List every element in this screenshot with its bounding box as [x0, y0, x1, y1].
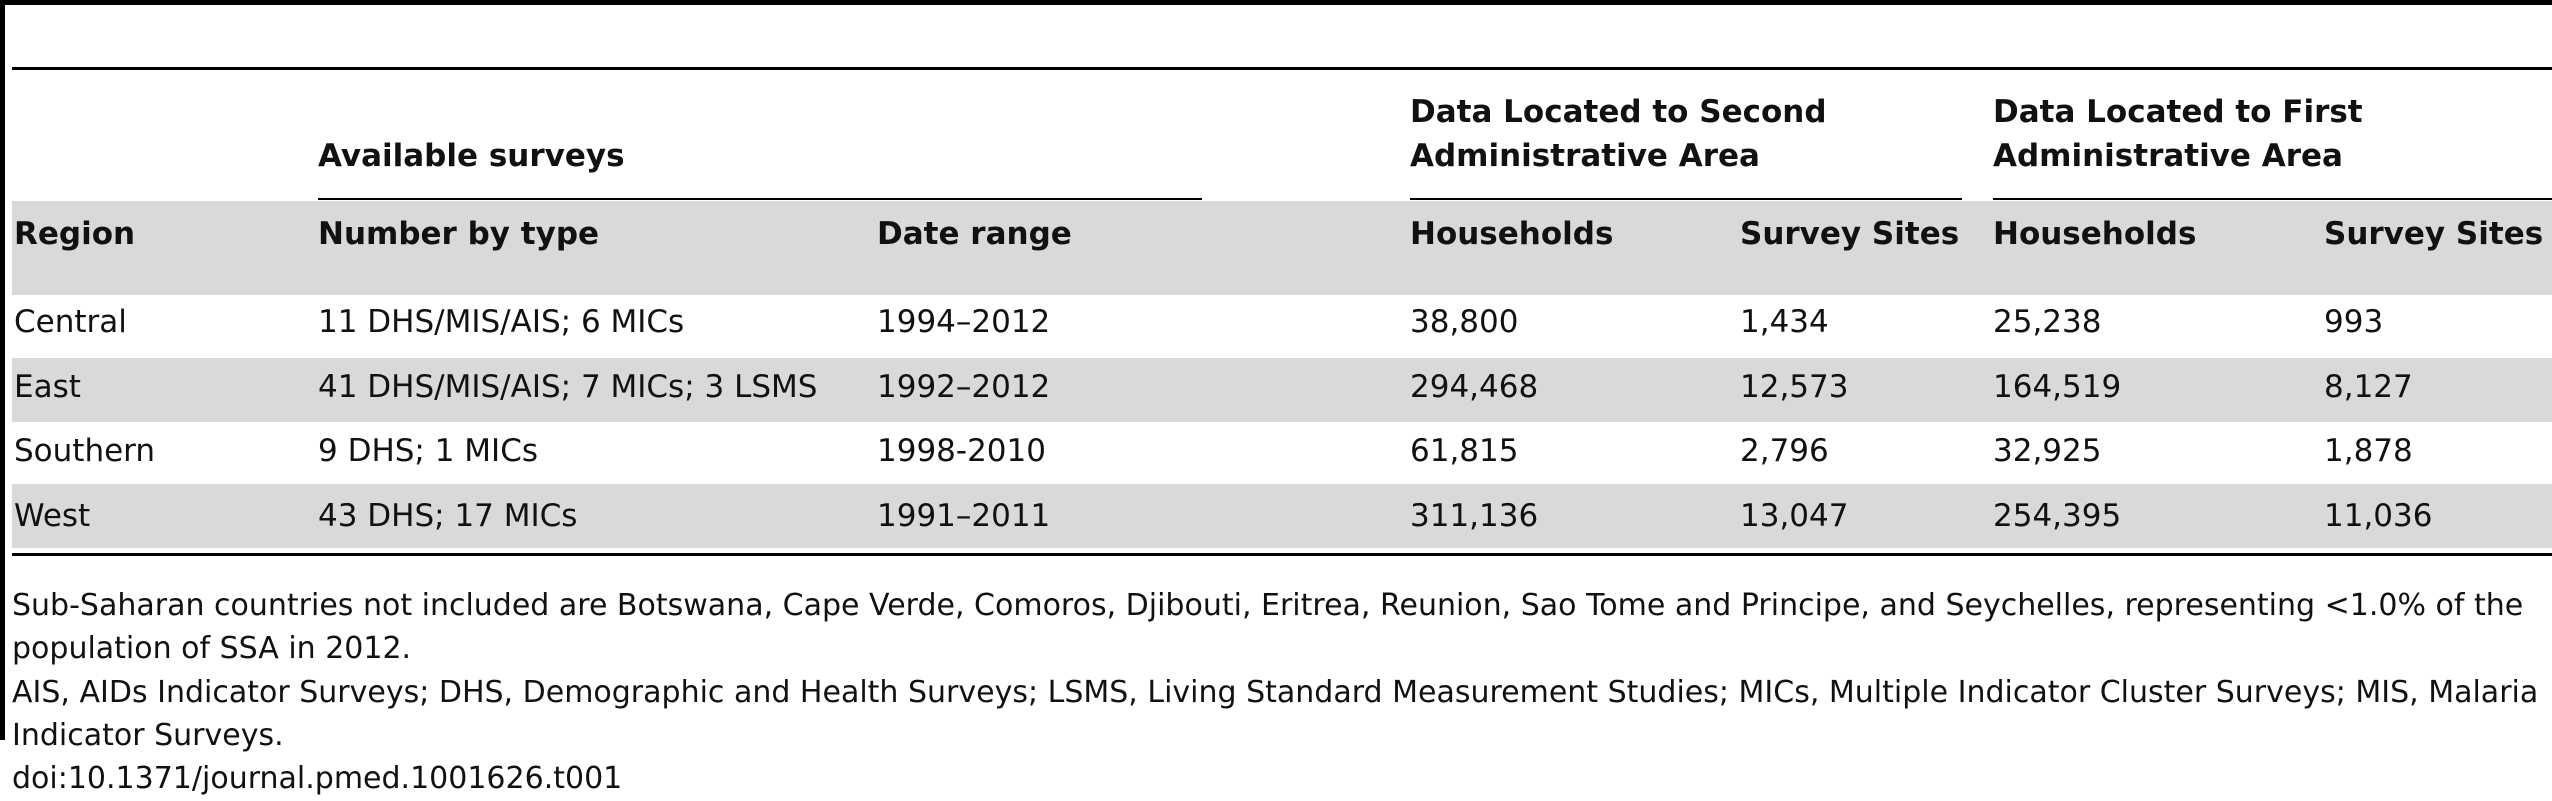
table-cell: 13,047	[1740, 498, 1849, 534]
group-header-first-admin-line2: Administrative Area	[1993, 138, 2343, 174]
table-cell: East	[14, 369, 81, 405]
table-cell: 32,925	[1993, 433, 2102, 469]
second-admin-underline	[1410, 198, 1962, 200]
group-header-available-surveys: Available surveys	[318, 138, 625, 174]
first-admin-underline	[1993, 198, 2552, 200]
left-border	[0, 0, 5, 740]
table-cell: 43 DHS; 17 MICs	[318, 498, 578, 534]
table-cell: 8,127	[2324, 369, 2413, 405]
column-header-date-range: Date range	[877, 216, 1072, 252]
column-header-households-first: Households	[1993, 216, 2197, 252]
table-top-rule	[12, 67, 2552, 70]
group-header-first-admin-line1: Data Located to First	[1993, 94, 2363, 130]
column-header-survey-sites-second: Survey Sites	[1740, 216, 1960, 252]
table-cell: 12,573	[1740, 369, 1849, 405]
doi-link[interactable]: doi:10.1371/journal.pmed.1001626.t001	[12, 761, 623, 796]
column-header-households-second: Households	[1410, 216, 1614, 252]
table-cell: 993	[2324, 304, 2384, 340]
header-band	[12, 201, 2552, 295]
table-cell: 1,434	[1740, 304, 1829, 340]
table-cell: 9 DHS; 1 MICs	[318, 433, 538, 469]
footnote-abbreviations-line1: AIS, AIDs Indicator Surveys; DHS, Demogr…	[12, 675, 2539, 710]
column-header-survey-sites-first: Survey Sites	[2324, 216, 2544, 252]
table-cell: 11,036	[2324, 498, 2433, 534]
available-surveys-underline	[318, 198, 1202, 200]
table-cell: Southern	[14, 433, 156, 469]
table-cell: 1992–2012	[877, 369, 1051, 405]
table-cell: Central	[14, 304, 127, 340]
table-cell: 2,796	[1740, 433, 1829, 469]
top-border	[0, 0, 2552, 5]
table-cell: 1998-2010	[877, 433, 1046, 469]
table-cell: West	[14, 498, 91, 534]
table-cell: 1991–2011	[877, 498, 1051, 534]
footnote-exclusions-line1: Sub-Saharan countries not included are B…	[12, 588, 2524, 623]
group-header-second-admin-line1: Data Located to Second	[1410, 94, 1827, 130]
row-band-east	[12, 358, 2552, 422]
table-cell: 25,238	[1993, 304, 2102, 340]
table-cell: 1,878	[2324, 433, 2413, 469]
table-cell: 11 DHS/MIS/AIS; 6 MICs	[318, 304, 685, 340]
table-cell: 311,136	[1410, 498, 1539, 534]
row-band-west	[12, 484, 2552, 548]
group-header-second-admin-line2: Administrative Area	[1410, 138, 1760, 174]
table-bottom-rule	[12, 553, 2552, 556]
footnote-exclusions-line2: population of SSA in 2012.	[12, 631, 412, 666]
table-cell: 1994–2012	[877, 304, 1051, 340]
table-cell: 38,800	[1410, 304, 1519, 340]
table-cell: 254,395	[1993, 498, 2122, 534]
table-cell: 294,468	[1410, 369, 1539, 405]
column-header-number-by-type: Number by type	[318, 216, 600, 252]
table-cell: 61,815	[1410, 433, 1519, 469]
footnote-abbreviations-line2: Indicator Surveys.	[12, 718, 284, 753]
table-cell: 164,519	[1993, 369, 2122, 405]
column-header-region: Region	[14, 216, 136, 252]
table-cell: 41 DHS/MIS/AIS; 7 MICs; 3 LSMS	[318, 369, 818, 405]
